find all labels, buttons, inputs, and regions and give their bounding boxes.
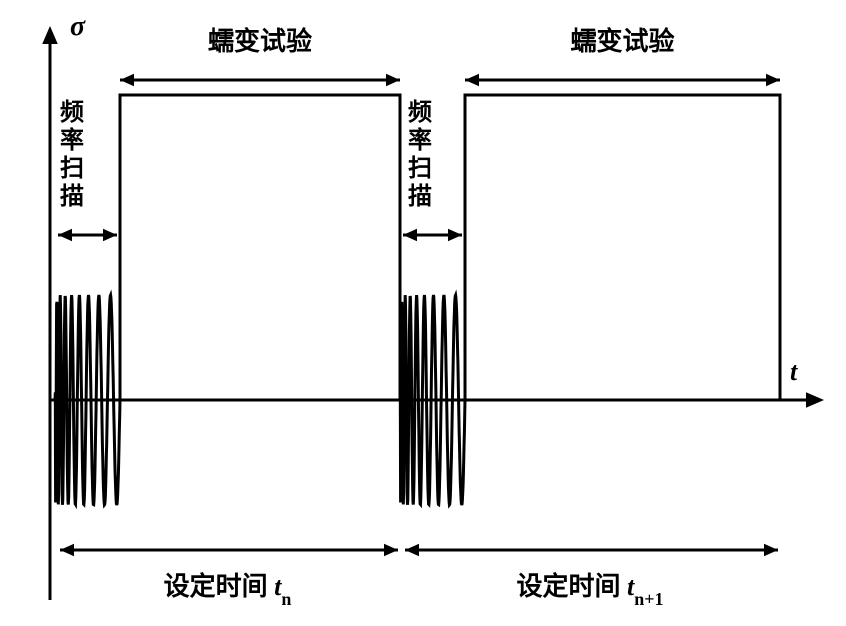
y-axis-label: σ: [70, 11, 86, 42]
freq-sweep-label-1-3: 描: [60, 183, 84, 210]
freq-sweep-label-2-2: 扫: [408, 155, 432, 182]
freq-sweep-label-1-0: 频: [60, 99, 84, 126]
freq-sweep-label-2-3: 描: [408, 183, 432, 210]
freq-sweep-label-1-2: 扫: [60, 155, 84, 182]
creep-test-diagram: σt蠕变试验蠕变试验频率扫描频率扫描设定时间 tn设定时间 tn+1: [0, 0, 846, 626]
freq-sweep-label-1-1: 率: [60, 126, 84, 154]
creep-test-label-2: 蠕变试验: [570, 26, 674, 56]
x-axis-label: t: [790, 357, 798, 386]
freq-sweep-label-2-1: 率: [408, 126, 432, 154]
freq-sweep-label-2-0: 频: [408, 99, 432, 126]
creep-test-label-1: 蠕变试验: [208, 26, 312, 56]
